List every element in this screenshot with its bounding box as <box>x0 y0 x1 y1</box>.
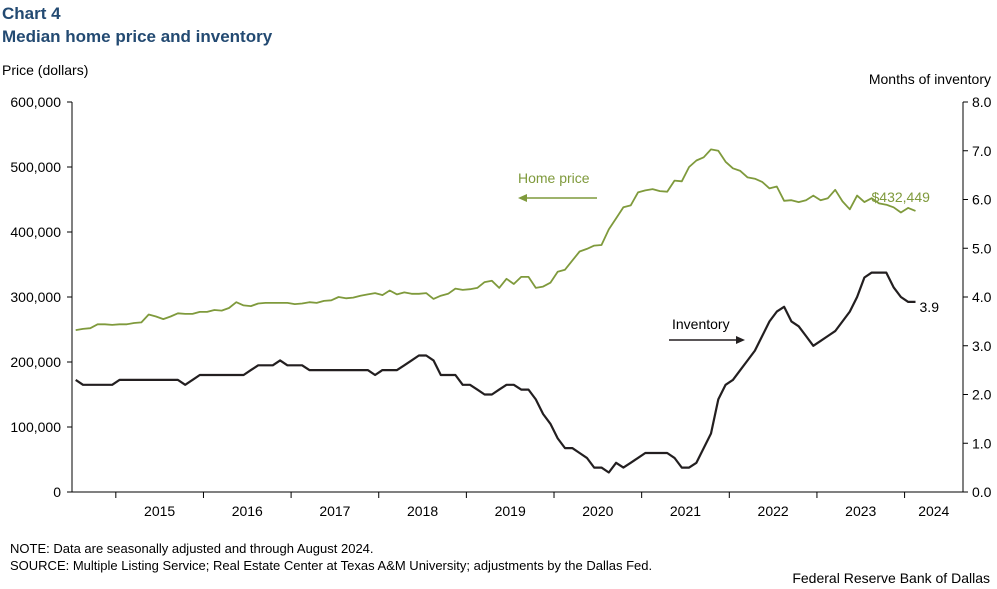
note-text: NOTE: Data are seasonally adjusted and t… <box>10 541 374 556</box>
x-tick-label: 2024 <box>918 503 949 519</box>
inventory-annotation: Inventory <box>672 316 730 332</box>
y-left-tick-label: 600,000 <box>10 94 61 110</box>
x-tick-label: 2017 <box>319 503 350 519</box>
y-right-tick-label: 2.0 <box>972 387 992 403</box>
y-left-tick-label: 500,000 <box>10 159 61 175</box>
x-tick-label: 2019 <box>495 503 526 519</box>
inventory-end-label: 3.9 <box>920 299 940 315</box>
y-right-tick-label: 3.0 <box>972 338 992 354</box>
credit-text: Federal Reserve Bank of Dallas <box>792 570 990 586</box>
y-right-tick-label: 5.0 <box>972 240 992 256</box>
x-tick-label: 2023 <box>845 503 876 519</box>
x-tick-label: 2022 <box>758 503 789 519</box>
x-tick-label: 2016 <box>232 503 263 519</box>
home-price-arrow-head <box>518 194 527 202</box>
home-price-end-label: $432,449 <box>872 189 931 205</box>
y-left-tick-label: 200,000 <box>10 354 61 370</box>
source-text: SOURCE: Multiple Listing Service; Real E… <box>10 558 653 573</box>
x-tick-label: 2020 <box>582 503 613 519</box>
y-axis-left-label: Price (dollars) <box>2 62 89 78</box>
y-right-tick-label: 7.0 <box>972 143 992 159</box>
y-left-tick-label: 400,000 <box>10 224 61 240</box>
y-left-tick-label: 100,000 <box>10 419 61 435</box>
y-right-tick-label: 4.0 <box>972 289 992 305</box>
y-right-tick-label: 8.0 <box>972 94 992 110</box>
y-left-tick-label: 300,000 <box>10 289 61 305</box>
y-right-tick-label: 0.0 <box>972 484 992 500</box>
x-tick-label: 2015 <box>144 503 175 519</box>
series-line-home-price <box>75 148 916 331</box>
chart-title: Median home price and inventory <box>2 27 273 46</box>
home-price-annotation: Home price <box>518 170 590 186</box>
series-line-inventory <box>75 271 916 474</box>
y-right-tick-label: 6.0 <box>972 192 992 208</box>
chart-number: Chart 4 <box>2 4 61 23</box>
x-tick-label: 2021 <box>670 503 701 519</box>
inventory-arrow-head <box>736 336 745 344</box>
y-right-tick-label: 1.0 <box>972 435 992 451</box>
y-axis-right-label: Months of inventory <box>868 71 991 87</box>
y-left-tick-label: 0 <box>53 484 61 500</box>
x-tick-label: 2018 <box>407 503 438 519</box>
